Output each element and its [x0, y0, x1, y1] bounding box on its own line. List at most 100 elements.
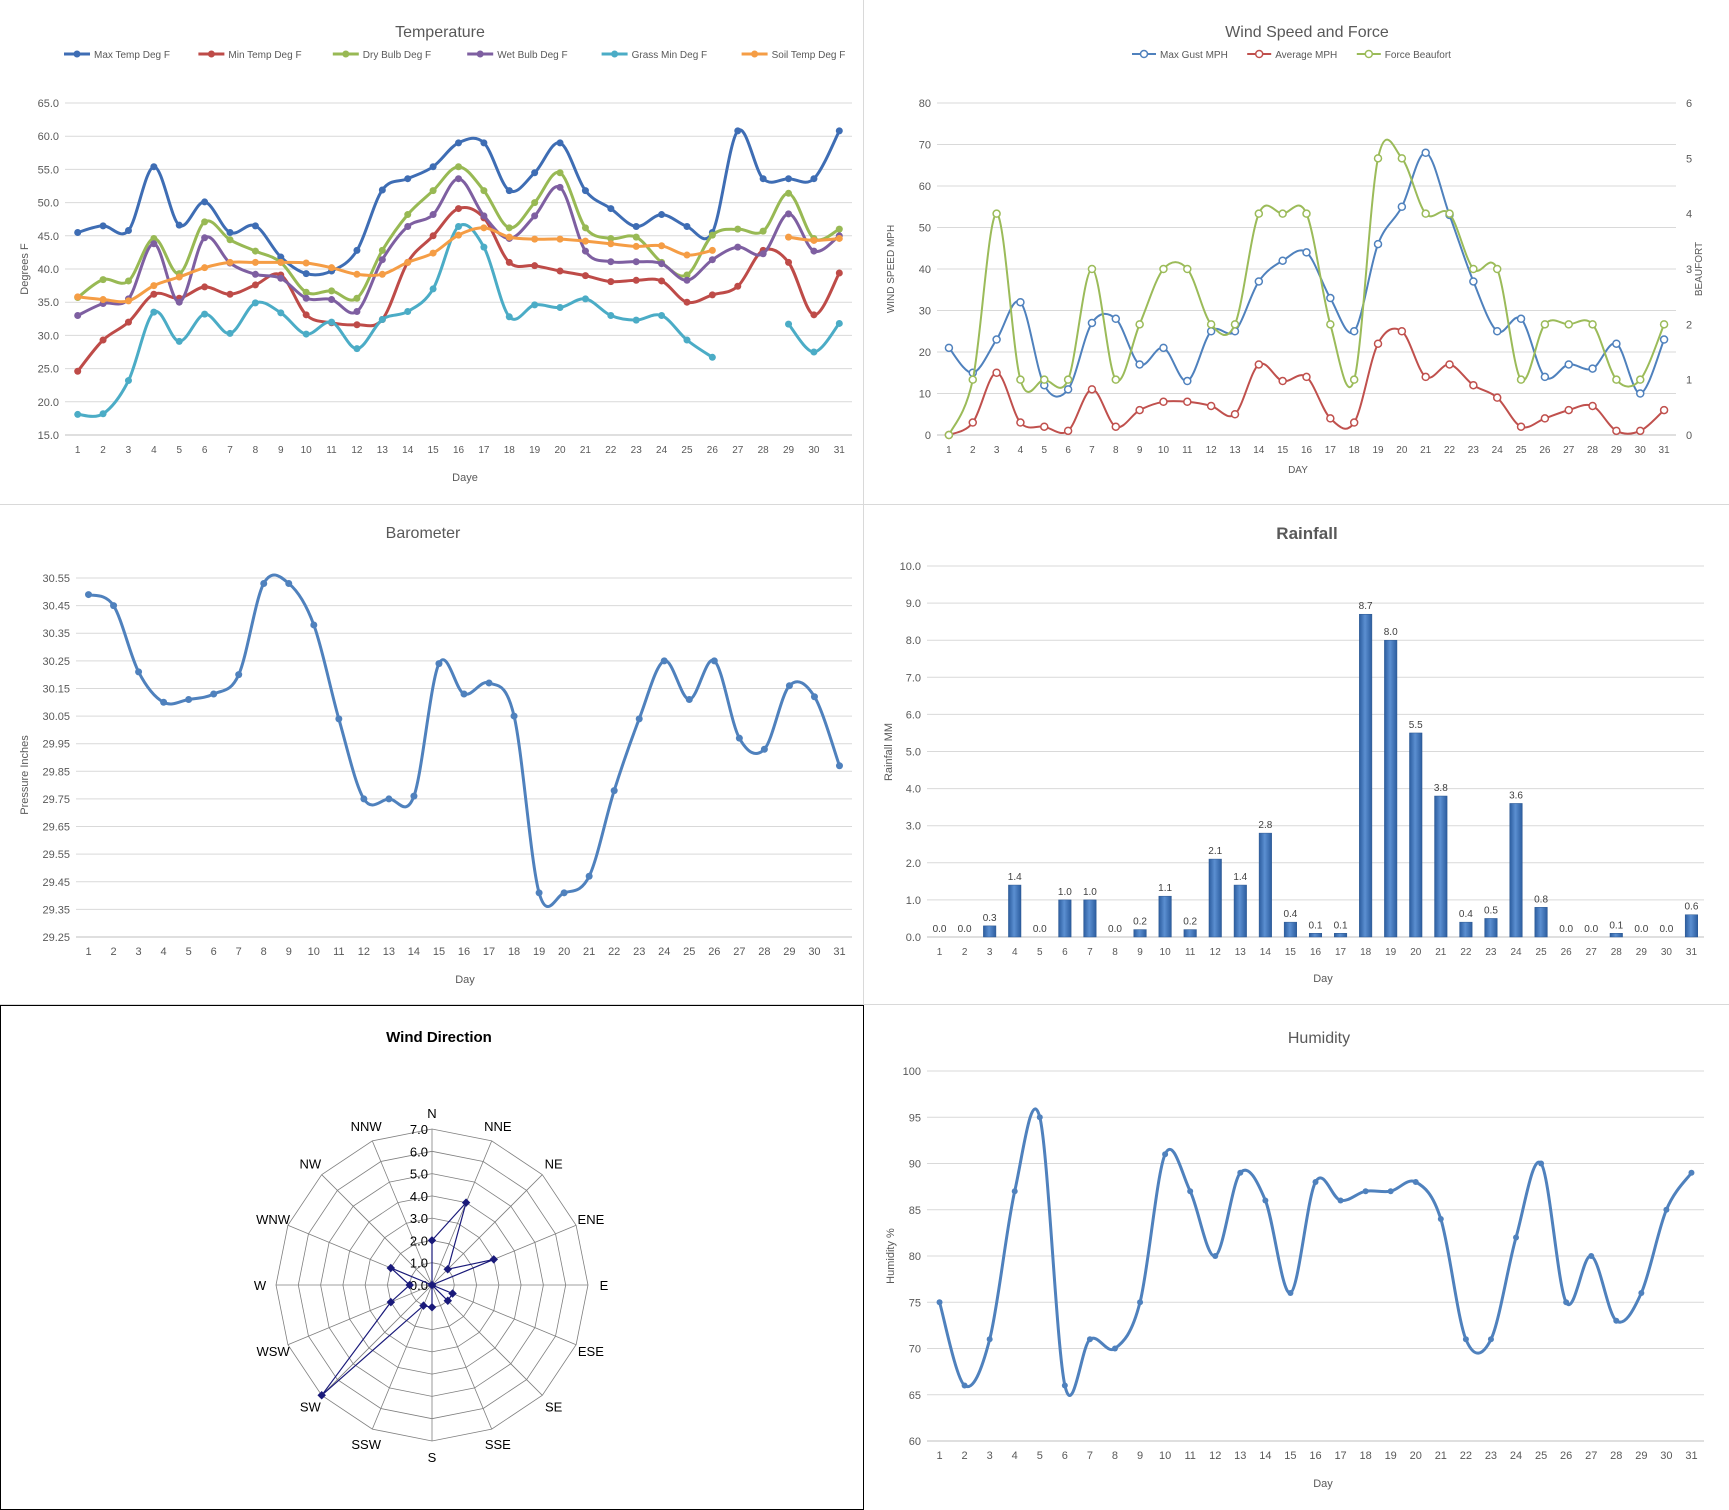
x-tick-label: 13: [383, 946, 395, 958]
y-tick-label: 20: [919, 347, 931, 359]
data-point: [1302, 248, 1311, 257]
x-tick-label: 15: [1284, 1450, 1296, 1462]
data-point: [1162, 1151, 1169, 1158]
x-tick-label: 22: [608, 946, 620, 958]
chart-title: Rainfall: [1276, 524, 1337, 543]
y2-tick-label: 1: [1686, 375, 1692, 387]
data-point: [1278, 376, 1287, 386]
data-point: [1373, 154, 1383, 163]
data-point: [1040, 422, 1049, 431]
x-tick-label: 17: [1334, 1450, 1346, 1462]
data-point: [201, 198, 209, 206]
data-point: [785, 233, 793, 241]
data-point: [353, 321, 361, 329]
data-point: [74, 228, 82, 236]
data-point: [210, 690, 218, 698]
y-tick-label: 70: [919, 140, 931, 152]
y-tick-label: 2.0: [906, 858, 921, 870]
data-point: [683, 271, 691, 279]
data-point: [607, 311, 615, 319]
x-tick-label: 5: [1037, 1450, 1043, 1462]
x-tick-label: 6: [1062, 947, 1068, 958]
data-label: 5.5: [1409, 720, 1423, 731]
data-point: [1254, 277, 1264, 286]
data-point: [378, 256, 386, 264]
data-point: [1397, 202, 1407, 211]
data-point: [1469, 264, 1478, 274]
data-point: [251, 258, 259, 266]
rain-bar: [1158, 895, 1172, 938]
data-point: [1612, 375, 1621, 384]
legend-label: Grass Min Deg F: [632, 50, 708, 61]
data-point: [1437, 1216, 1444, 1222]
y-tick-label: 15.0: [38, 430, 59, 442]
data-point: [683, 251, 691, 259]
radar-spoke: [431, 1284, 493, 1430]
y2-tick-label: 6: [1686, 98, 1692, 110]
y-tick-label: 30.45: [42, 601, 70, 613]
x-tick-label: 23: [1485, 947, 1497, 958]
radar-spoke: [371, 1140, 433, 1286]
data-point: [510, 712, 518, 720]
category-label: E: [600, 1278, 609, 1293]
radar-series-line: [321, 1202, 495, 1396]
x-tick-label: 22: [605, 445, 617, 456]
chart-title: Barometer: [386, 525, 461, 542]
temperature-chart: Temperature 15.0 20.0 25.0 30.0 35.0 40.0 45.0 5…: [19, 24, 852, 484]
x-tick-label: 5: [1037, 947, 1043, 958]
data-point: [1135, 360, 1144, 369]
data-label: 0.6: [1685, 902, 1699, 913]
data-point: [480, 187, 488, 195]
data-point: [1487, 1336, 1494, 1343]
legend-label: Force Beaufort: [1385, 50, 1451, 61]
radar-spoke: [431, 1284, 543, 1396]
y-tick-label: 8.0: [906, 635, 921, 647]
x-tick-label: 17: [478, 445, 490, 456]
legend-marker: [73, 50, 81, 58]
data-point: [581, 187, 589, 195]
rainfall-chart: Rainfall0.01.02.03.04.05.06.07.08.09.010…: [883, 524, 1704, 985]
data-point: [175, 298, 183, 306]
data-point: [1373, 339, 1383, 348]
x-tick-label: 2: [962, 947, 968, 958]
data-point: [110, 602, 118, 610]
x-tick-label: 28: [758, 445, 770, 456]
x-tick-label: 3: [987, 947, 993, 958]
rain-bar: [1409, 732, 1423, 938]
data-point: [660, 657, 668, 665]
y2-tick-label: 2: [1686, 319, 1692, 331]
data-point: [328, 318, 336, 326]
data-point: [1086, 1336, 1093, 1343]
chart-title: Wind Speed and Force: [1225, 24, 1389, 41]
data-point: [810, 311, 818, 319]
data-point: [1135, 320, 1144, 329]
data-point: [302, 259, 310, 267]
x-tick-label: 1: [75, 445, 81, 456]
data-label: 1.4: [1233, 872, 1247, 883]
y-tick-label: 20.0: [38, 397, 59, 409]
data-point: [992, 209, 1001, 218]
data-point: [489, 1255, 499, 1264]
data-point: [1302, 209, 1311, 218]
x-tick-label: 16: [453, 445, 465, 456]
data-point: [427, 1280, 437, 1290]
legend-marker: [611, 50, 619, 58]
data-point: [480, 243, 488, 251]
data-point: [1397, 327, 1407, 336]
data-point: [1412, 1179, 1419, 1185]
x-tick-label: 15: [1277, 445, 1289, 456]
data-point: [150, 163, 158, 171]
x-tick-label: 29: [1611, 445, 1623, 456]
data-point: [404, 223, 412, 231]
data-point: [708, 291, 716, 299]
x-tick-label: 27: [1563, 445, 1575, 456]
y-tick-label: 85: [909, 1205, 921, 1217]
x-tick-label: 19: [1385, 947, 1397, 958]
y-tick-label: 55.0: [38, 164, 59, 176]
data-point: [485, 679, 493, 687]
x-tick-label: 22: [1460, 1450, 1472, 1462]
legend-marker: [207, 50, 215, 58]
x-tick-label: 31: [1686, 947, 1698, 958]
radar-spoke: [371, 1284, 433, 1430]
rain-bar: [1484, 918, 1498, 938]
